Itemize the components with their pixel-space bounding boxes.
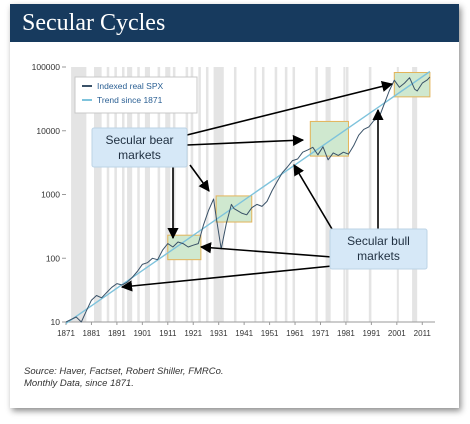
x-tick-label: 1921 <box>184 329 202 338</box>
y-tick-label: 10000 <box>36 126 60 136</box>
chart-svg: 10 100 1000 10000 100000 1871 1881 1891 1901 1911… <box>32 62 435 338</box>
recession-band <box>137 67 140 322</box>
x-tick-label: 1871 <box>57 329 75 338</box>
x-tick-label: 1971 <box>312 329 330 338</box>
annotation-arrow <box>189 164 210 192</box>
annotation-arrow <box>186 80 394 136</box>
bear-market-box <box>167 234 202 261</box>
bear-callout-text: markets <box>118 148 161 162</box>
recession-band <box>343 67 346 322</box>
recession-band <box>106 67 110 322</box>
recession-band <box>213 67 224 322</box>
bear-callout-text: Secular bear <box>105 133 173 147</box>
recession-band <box>205 67 209 322</box>
bull-callout-text: Secular bull <box>347 234 410 248</box>
annotation-arrow <box>120 265 333 292</box>
annotation-arrow <box>293 164 333 230</box>
recession-band <box>172 67 176 322</box>
x-tick-label: 1901 <box>133 329 151 338</box>
recession-band <box>185 67 189 322</box>
x-tick-label: 1981 <box>337 329 355 338</box>
recession-band <box>198 67 201 322</box>
x-tick-label: 2011 <box>414 329 432 338</box>
annotation-arrow <box>186 134 305 147</box>
annotation-arrow <box>199 242 333 258</box>
recession-band <box>261 67 265 322</box>
legend-label: Indexed real SPX <box>97 81 163 91</box>
legend-label: Trend since 1871 <box>97 95 163 105</box>
chart-title: Secular Cycles <box>22 10 166 36</box>
recession-band <box>233 67 237 322</box>
data-note: Monthly Data, since 1871. <box>24 378 134 389</box>
axes: 10 100 1000 10000 100000 1871 1881 1891 1901 1911… <box>32 62 435 338</box>
recession-bands <box>71 67 418 322</box>
chart-card: Secular Cycles 10 100 1000 10000 100000 1871 1… <box>10 4 459 408</box>
recession-band <box>345 67 349 322</box>
x-tick-label: 1961 <box>286 329 304 338</box>
recession-band <box>254 67 257 322</box>
x-tick-label: 1891 <box>108 329 126 338</box>
recession-band <box>315 67 318 322</box>
x-tick-label: 1881 <box>83 329 101 338</box>
header-bar: Secular Cycles <box>10 4 459 42</box>
legend-box <box>74 76 198 114</box>
x-tick-label: 2001 <box>388 329 406 338</box>
recession-band <box>190 67 194 322</box>
source-note: Source: Haver, Factset, Robert Shiller, … <box>24 366 224 377</box>
recession-band <box>93 67 102 322</box>
x-tick-label: 1951 <box>261 329 279 338</box>
recession-band <box>274 67 278 322</box>
recession-band <box>292 67 296 322</box>
annotation-arrows <box>120 80 394 292</box>
recession-band <box>71 67 87 322</box>
bear-callout-box <box>91 127 188 168</box>
x-tick-label: 1941 <box>235 329 253 338</box>
y-tick-label: 100000 <box>32 62 61 72</box>
y-tick-label: 10 <box>51 317 61 327</box>
y-tick-label: 1000 <box>41 190 60 200</box>
recession-band <box>127 67 133 322</box>
recession-band <box>284 67 288 322</box>
x-tick-label: 1911 <box>159 329 177 338</box>
recession-band <box>144 67 150 322</box>
recession-band <box>165 67 171 322</box>
bull-callout-text: markets <box>357 249 400 263</box>
recession-band <box>412 67 418 322</box>
y-tick-label: 100 <box>46 253 60 263</box>
legend: Indexed real SPX Trend since 1871 <box>74 76 198 114</box>
x-tick-label: 1991 <box>362 329 380 338</box>
recession-band <box>114 67 117 322</box>
recession-band <box>121 67 125 322</box>
recession-band <box>396 67 399 322</box>
recession-band <box>325 67 331 322</box>
bull-callout-box <box>329 228 428 270</box>
x-tick-label: 1931 <box>210 329 228 338</box>
recession-band <box>368 67 372 322</box>
recession-band <box>157 67 161 322</box>
